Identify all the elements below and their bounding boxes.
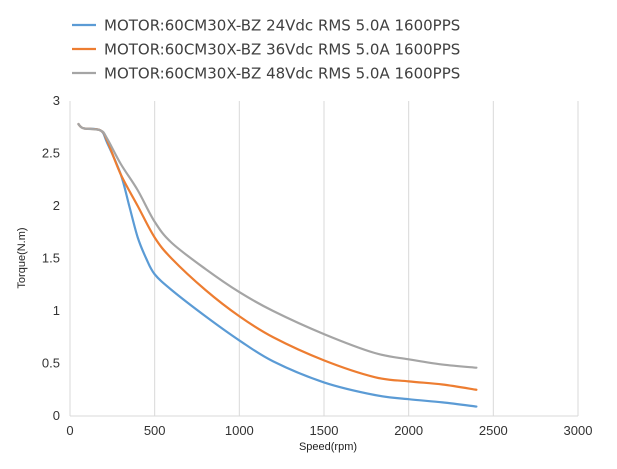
- x-tick-label: 1500: [310, 423, 339, 438]
- x-axis-title: Speed(rpm): [299, 441, 357, 453]
- x-tick-label: 0: [66, 423, 73, 438]
- y-tick-label: 1: [53, 303, 60, 318]
- y-tick-label: 0: [53, 408, 60, 423]
- legend-label-3: MOTOR:60CM30X-BZ 48Vdc RMS 5.0A 1600PPS: [104, 65, 460, 83]
- y-tick-label: 0.5: [42, 356, 60, 371]
- x-tick-label: 500: [144, 423, 166, 438]
- y-tick-label: 3: [53, 93, 60, 108]
- x-tick-label: 1000: [225, 423, 254, 438]
- y-tick-label: 1.5: [42, 251, 60, 266]
- grid-layer: [154, 101, 579, 416]
- x-tick-label: 2000: [394, 423, 423, 438]
- y-axis-title: Torque(N.m): [16, 227, 28, 288]
- legend: MOTOR:60CM30X-BZ 24Vdc RMS 5.0A 1600PPS M…: [72, 17, 460, 83]
- legend-label-1: MOTOR:60CM30X-BZ 24Vdc RMS 5.0A 1600PPS: [104, 17, 460, 35]
- series-layer: [77, 123, 478, 408]
- legend-label-2: MOTOR:60CM30X-BZ 36Vdc RMS 5.0A 1600PPS: [104, 41, 460, 59]
- series-line-2: [77, 123, 478, 391]
- x-tick-label: 3000: [564, 423, 593, 438]
- y-tick-label: 2.5: [42, 146, 60, 161]
- x-tick-label: 2500: [479, 423, 508, 438]
- series-line-3: [77, 123, 478, 369]
- y-tick-label: 2: [53, 198, 60, 213]
- axis-layer: 0 500 1000 1500 2000 2500 3000 0 0.5 1 1.5 2 2.5 3: [42, 93, 593, 438]
- series-line-1: [77, 123, 478, 408]
